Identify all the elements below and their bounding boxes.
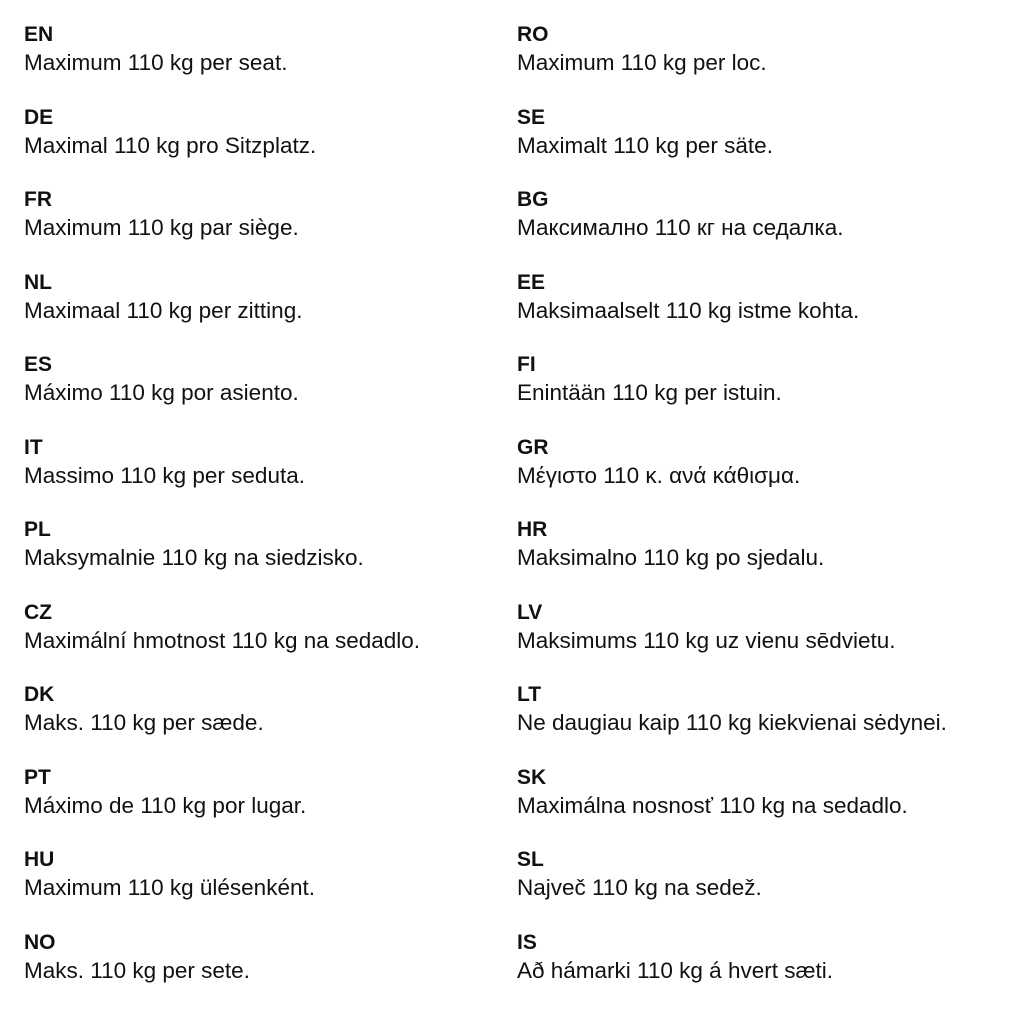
language-entry: SL Največ 110 kg na sedež. (517, 847, 947, 930)
weight-limit-text: Maximálna nosnosť 110 kg na sedadlo. (517, 792, 908, 818)
weight-limit-text: Maks. 110 kg per sæde. (24, 710, 264, 735)
language-code: EE (517, 270, 546, 294)
language-code: FR (24, 188, 52, 211)
language-entry: EN Maximum 110 kg per seat. (24, 22, 420, 105)
language-code: SK (517, 765, 547, 789)
language-code: ES (24, 353, 53, 376)
weight-limit-text: Maximum 110 kg per seat. (24, 50, 288, 75)
weight-limit-text: Maksimalno 110 kg po sjedalu. (517, 545, 825, 570)
language-entry: LV Maksimums 110 kg uz vienu sēdvietu. (517, 600, 947, 683)
weight-limit-text: Maximaal 110 kg per zitting. (24, 297, 303, 323)
weight-limit-text: Enintään 110 kg per istuin. (517, 380, 782, 405)
weight-limit-text: Максимално 110 кг на седалка. (517, 215, 844, 240)
weight-limit-text: Maximalt 110 kg per säte. (517, 132, 773, 158)
weight-limit-text: Að hámarki 110 kg á hvert sæti. (517, 957, 833, 983)
language-entry: RO Maximum 110 kg per loc. (517, 22, 947, 105)
language-entry: IT Massimo 110 kg per seduta. (24, 435, 420, 518)
language-entry: PL Maksymalnie 110 kg na siedzisko. (24, 517, 420, 600)
language-entry: EE Maksimaalselt 110 kg istme kohta. (517, 270, 947, 353)
language-code: FI (517, 353, 536, 376)
language-code: PT (24, 765, 51, 789)
weight-limit-text: Maksymalnie 110 kg na siedzisko. (24, 545, 364, 570)
weight-limit-text: Največ 110 kg na sedež. (517, 875, 762, 900)
weight-limit-text: Maksimums 110 kg uz vienu sēdvietu. (517, 627, 896, 653)
right-column: RO Maximum 110 kg per loc. SE Maximalt 110 … (517, 22, 947, 1012)
weight-limit-text: Maximální hmotnost 110 kg na sedadlo. (24, 627, 421, 653)
language-entry: IS Að hámarki 110 kg á hvert sæti. (517, 930, 947, 1013)
language-code: RO (517, 23, 549, 46)
weight-limit-text: Maximum 110 kg par siège. (24, 215, 299, 240)
language-entry: NL Maximaal 110 kg per zitting. (24, 270, 420, 353)
weight-limit-text: Maksimaalselt 110 kg istme kohta. (517, 297, 860, 323)
weight-limit-text: Maximum 110 kg per loc. (517, 50, 767, 75)
language-entry: DE Maximal 110 kg pro Sitzplatz. (24, 105, 420, 188)
language-entry: CZ Maximální hmotnost 110 kg na sedadlo. (24, 600, 420, 683)
language-code: BG (517, 188, 549, 211)
language-code: GR (517, 435, 549, 459)
language-code: DK (24, 683, 55, 706)
language-code: SL (517, 848, 544, 871)
language-code: IS (517, 930, 537, 954)
weight-limit-text: Maks. 110 kg per sete. (24, 957, 250, 983)
language-entry: ES Máximo 110 kg por asiento. (24, 352, 420, 435)
language-entry: FR Maximum 110 kg par siège. (24, 187, 420, 270)
weight-limit-text: Maximum 110 kg ülésenként. (24, 875, 315, 900)
weight-limit-text: Μέγιστο 110 κ. ανά κάθισμα. (517, 462, 801, 488)
language-code: HU (24, 848, 55, 871)
language-code: SE (517, 105, 546, 129)
language-code: LT (517, 683, 542, 706)
language-entry: NO Maks. 110 kg per sete. (24, 930, 420, 1013)
weight-limit-text: Máximo 110 kg por asiento. (24, 380, 299, 405)
weight-limit-text: Ne daugiau kaip 110 kg kiekvienai sėdyne… (517, 710, 947, 735)
language-entry: DK Maks. 110 kg per sæde. (24, 682, 420, 765)
weight-limit-text: Máximo de 110 kg por lugar. (24, 792, 307, 818)
weight-limit-text: Massimo 110 kg per seduta. (24, 462, 305, 488)
language-entry: SK Maximálna nosnosť 110 kg na sedadlo. (517, 765, 947, 848)
weight-limit-text: Maximal 110 kg pro Sitzplatz. (24, 132, 317, 158)
language-code: IT (24, 435, 43, 459)
language-code: LV (517, 600, 543, 624)
language-entry: HU Maximum 110 kg ülésenként. (24, 847, 420, 930)
language-code: EN (24, 23, 54, 46)
language-entry: LT Ne daugiau kaip 110 kg kiekvienai sėdy… (517, 682, 947, 765)
language-code: PL (24, 518, 51, 541)
language-code: NO (24, 930, 56, 954)
language-entry: FI Enintään 110 kg per istuin. (517, 352, 947, 435)
language-entry: BG Максимално 110 кг на седалка. (517, 187, 947, 270)
language-entry: HR Maksimalno 110 kg po sjedalu. (517, 517, 947, 600)
language-entry: PT Máximo de 110 kg por lugar. (24, 765, 420, 848)
language-code: DE (24, 105, 54, 129)
language-code: CZ (24, 600, 52, 624)
language-code: HR (517, 518, 548, 541)
language-entry: GR Μέγιστο 110 κ. ανά κάθισμα. (517, 435, 947, 518)
left-column: EN Maximum 110 kg per seat. DE Maximal 110 … (24, 22, 420, 1012)
language-entry: SE Maximalt 110 kg per säte. (517, 105, 947, 188)
language-code: NL (24, 270, 52, 294)
